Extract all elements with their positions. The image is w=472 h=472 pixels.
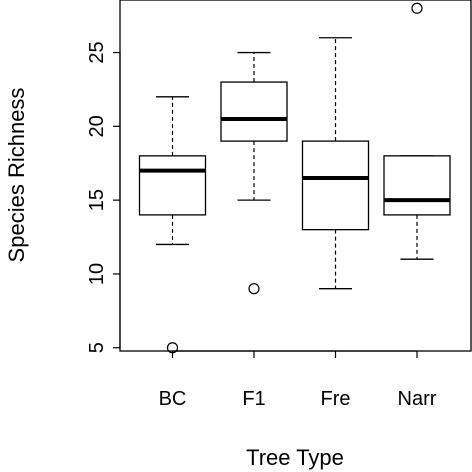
- y-axis: 5 10 15 20 25: [86, 41, 121, 353]
- box-group-narr: [383, 2, 451, 260]
- x-tick-label: Fre: [321, 388, 351, 410]
- interquartile-box: [138, 155, 207, 216]
- y-tick-label: 5: [86, 342, 108, 353]
- y-tick-label: 25: [86, 41, 108, 63]
- y-tick-label: 20: [86, 115, 108, 137]
- box-marks: [138, 2, 451, 354]
- y-tick-label: 10: [86, 263, 108, 285]
- outlier-point: [411, 2, 423, 14]
- box-group-fre: [301, 37, 370, 290]
- interquartile-box: [220, 81, 288, 142]
- x-tick-label: F1: [242, 388, 265, 410]
- x-axis: BC F1 Fre Narr: [159, 350, 437, 410]
- box-group-f1: [220, 51, 288, 295]
- interquartile-box: [301, 140, 370, 231]
- x-tick-label: Narr: [398, 388, 437, 410]
- outlier-point: [248, 283, 260, 295]
- y-axis-title: Species Richness: [4, 88, 29, 263]
- box-group-bc: [138, 96, 207, 354]
- y-tick-label: 15: [86, 189, 108, 211]
- x-axis-title: Tree Type: [246, 445, 344, 470]
- interquartile-box: [383, 155, 451, 216]
- x-tick-label: BC: [159, 388, 187, 410]
